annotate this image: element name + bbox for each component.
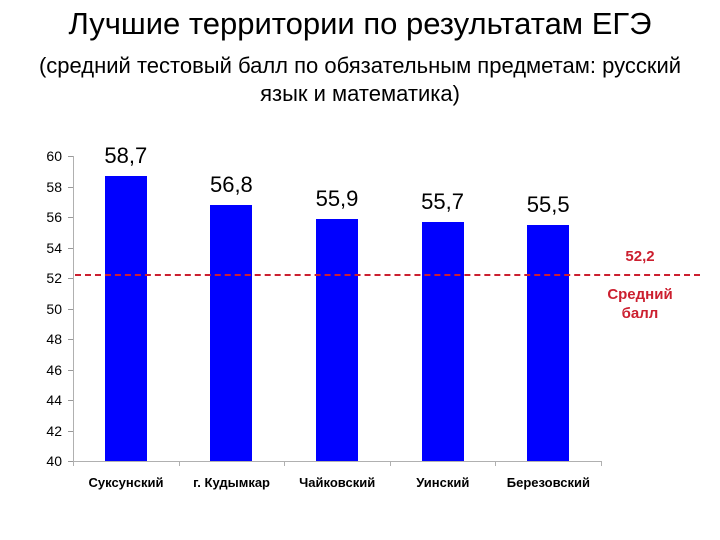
- average-reference-line: [75, 273, 700, 276]
- bar: [527, 224, 570, 461]
- y-tick: [68, 156, 73, 157]
- bar: [210, 204, 253, 461]
- y-axis: [73, 156, 74, 461]
- y-tick-label: 60: [46, 148, 62, 164]
- x-category-label: Уинский: [416, 475, 470, 490]
- x-category-label: г. Кудымкар: [193, 475, 270, 490]
- y-tick: [68, 339, 73, 340]
- y-tick-label: 44: [46, 392, 62, 408]
- x-category-label: Березовский: [506, 475, 590, 490]
- chart-title: Лучшие территории по результатам ЕГЭ: [68, 6, 652, 41]
- x-tick: [73, 461, 74, 466]
- bar: [316, 218, 358, 461]
- x-tick: [284, 461, 286, 466]
- y-tick-label: 54: [46, 239, 62, 256]
- y-tick-label: 56: [46, 209, 62, 225]
- y-tick-label: 52: [46, 270, 62, 286]
- subtitle-line-1: (средний тестовый балл по обязательным п…: [38, 53, 682, 78]
- y-tick: [68, 217, 73, 218]
- average-value-label: 52,2: [625, 248, 655, 265]
- bar-value-label: 56,8: [209, 171, 253, 197]
- average-label-line-1: Средний: [607, 286, 673, 303]
- chart-subtitle: (средний тестовый балл по обязательным п…: [0, 52, 720, 108]
- average-label: Средний балл: [580, 285, 700, 323]
- y-tick-label: 46: [46, 361, 62, 378]
- x-tick: [389, 461, 391, 466]
- y-tick: [68, 308, 73, 310]
- subtitle-line-2: язык и математика): [260, 81, 460, 106]
- x-axis: [73, 461, 601, 462]
- x-tick: [495, 461, 497, 466]
- y-tick-label: 42: [46, 422, 62, 439]
- y-tick: [68, 461, 73, 462]
- y-tick: [68, 247, 73, 249]
- y-tick: [68, 430, 73, 432]
- bar-value-label: 55,9: [315, 185, 359, 211]
- y-tick: [68, 369, 73, 371]
- average-label-line-2: балл: [621, 305, 659, 322]
- y-tick: [68, 278, 73, 279]
- bar-value-label: 58,7: [104, 142, 148, 168]
- y-tick: [68, 186, 73, 188]
- y-tick-label: 40: [46, 453, 62, 469]
- bar: [104, 175, 147, 461]
- bar-value-label: 55,7: [421, 188, 464, 214]
- x-tick: [601, 461, 602, 466]
- x-tick: [178, 461, 180, 466]
- y-tick: [68, 400, 73, 401]
- bar: [421, 221, 464, 461]
- y-tick-label: 50: [46, 300, 62, 317]
- x-category-label: Чайковский: [299, 475, 376, 490]
- y-tick-label: 58: [46, 178, 62, 195]
- bar-value-label: 55,5: [526, 191, 570, 217]
- y-tick-label: 48: [46, 331, 62, 347]
- x-category-label: Суксунский: [88, 475, 164, 490]
